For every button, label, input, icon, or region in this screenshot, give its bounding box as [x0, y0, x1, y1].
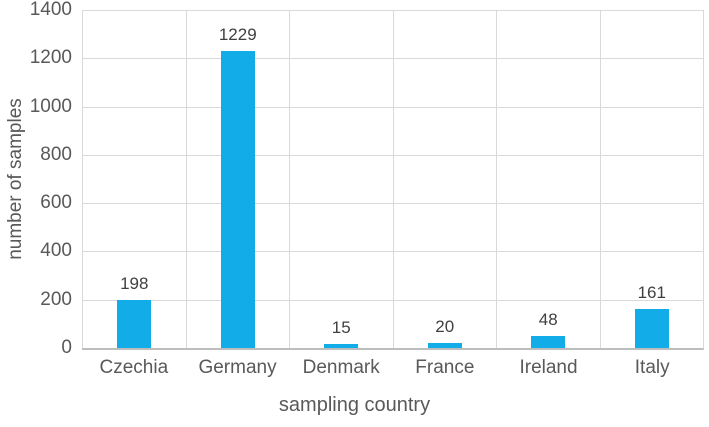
plot-area: 198 1229 15 20 48 161 [82, 10, 704, 350]
category-column-denmark: 15 [289, 10, 393, 348]
x-tick-label: Ireland [519, 357, 578, 378]
y-tick-label: 1000 [29, 95, 72, 117]
x-tick-label: France [415, 357, 475, 378]
category-columns: 198 1229 15 20 48 161 [82, 10, 703, 348]
y-tick-label: 200 [40, 288, 72, 310]
bar-france [427, 343, 462, 348]
x-tick-label: Czechia [99, 357, 169, 378]
bar-czechia [117, 300, 152, 348]
y-tick-label: 1400 [29, 0, 72, 20]
data-label: 48 [538, 310, 558, 330]
y-tick-label: 600 [40, 192, 72, 214]
category-column-czechia: 198 [82, 10, 186, 348]
data-label: 20 [435, 317, 455, 337]
bar-italy [634, 309, 669, 348]
x-axis-tick-labels: Czechia Germany Denmark France Ireland I… [82, 356, 704, 380]
y-tick-label: 400 [40, 240, 72, 262]
y-tick-label: 0 [61, 337, 72, 358]
y-tick-label: 800 [40, 143, 72, 165]
bar-denmark [324, 344, 359, 348]
data-label: 15 [331, 318, 351, 338]
x-tick-label: Germany [198, 357, 277, 378]
x-axis-title: sampling country [278, 394, 431, 416]
category-column-ireland: 48 [496, 10, 600, 348]
bar-germany [220, 51, 255, 348]
data-label: 161 [637, 283, 666, 303]
data-label: 1229 [218, 25, 257, 45]
category-column-italy: 161 [599, 10, 704, 348]
category-column-germany: 1229 [185, 10, 290, 348]
data-label: 198 [120, 274, 149, 294]
x-tick-label: Denmark [302, 357, 380, 378]
x-tick-label: Italy [634, 357, 670, 378]
y-tick-label: 1200 [29, 47, 72, 69]
category-column-france: 20 [392, 10, 497, 348]
bar-ireland [531, 336, 566, 348]
y-axis-tick-labels: 1400 1200 1000 800 600 400 200 0 [0, 0, 72, 358]
